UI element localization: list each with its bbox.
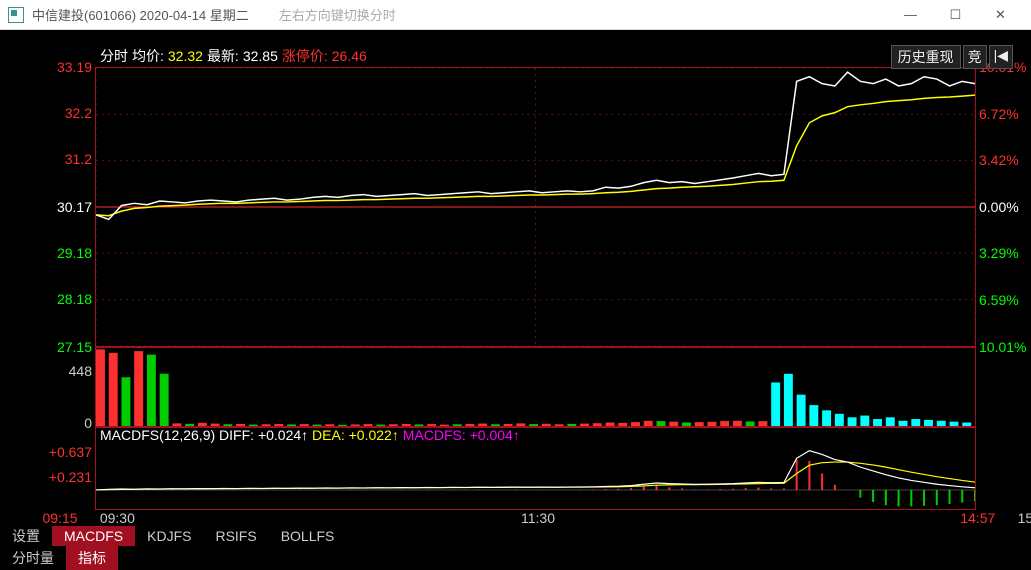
macd-header: MACDFS(12,26,9) DIFF: +0.024↑ DEA: +0.02… bbox=[100, 427, 520, 443]
tab2-0[interactable]: 分时量 bbox=[0, 546, 66, 570]
latest-label: 最新: bbox=[207, 46, 239, 66]
limit-value: 26.46 bbox=[332, 48, 367, 64]
titlebar: 中信建投(601066) 2020-04-14 星期二 左右方向键切换分时 — … bbox=[0, 0, 1031, 30]
price-chart[interactable] bbox=[95, 67, 976, 347]
time-label: 09:30 bbox=[100, 510, 135, 526]
tab-macdfs[interactable]: MACDFS bbox=[52, 526, 135, 546]
tab-bollfs[interactable]: BOLLFS bbox=[269, 526, 347, 546]
intraday-label: 分时 bbox=[100, 46, 128, 66]
app-icon bbox=[8, 7, 24, 23]
time-label: 15:00 bbox=[1018, 510, 1031, 526]
avg-value: 32.32 bbox=[168, 48, 203, 64]
history-button[interactable]: 历史重现 bbox=[891, 45, 961, 69]
time-label: 14:57 bbox=[960, 510, 995, 526]
maximize-button[interactable]: ☐ bbox=[933, 0, 978, 30]
minimize-button[interactable]: — bbox=[888, 0, 933, 30]
back-icon[interactable]: |◀ bbox=[989, 45, 1013, 69]
auction-button[interactable]: 竞 bbox=[963, 45, 987, 69]
latest-value: 32.85 bbox=[243, 48, 278, 64]
tab-设置[interactable]: 设置 bbox=[0, 524, 52, 548]
tab-rsifs[interactable]: RSIFS bbox=[203, 526, 268, 546]
avg-label: 均价: bbox=[132, 46, 164, 66]
indicator-tabs: 设置MACDFSKDJFSRSIFSBOLLFS bbox=[0, 525, 1031, 547]
time-label: 11:30 bbox=[521, 510, 555, 526]
limit-label: 涨停价: bbox=[282, 46, 328, 66]
window-hint: 左右方向键切换分时 bbox=[279, 5, 396, 24]
close-button[interactable]: ✕ bbox=[978, 0, 1023, 30]
volume-chart[interactable] bbox=[95, 347, 976, 427]
tab-kdjfs[interactable]: KDJFS bbox=[135, 526, 203, 546]
mode-tabs: 分时量指标 bbox=[0, 547, 1031, 569]
tab2-1[interactable]: 指标 bbox=[66, 546, 118, 570]
window-title: 中信建投(601066) 2020-04-14 星期二 bbox=[32, 5, 249, 24]
